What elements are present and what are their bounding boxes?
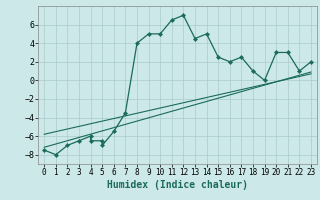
X-axis label: Humidex (Indice chaleur): Humidex (Indice chaleur) (107, 180, 248, 190)
